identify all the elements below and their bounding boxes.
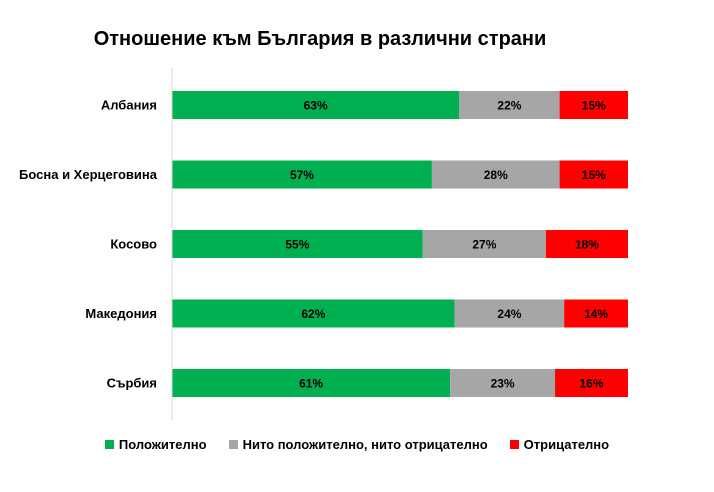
category-label: Босна и Херцеговина — [19, 167, 158, 182]
bar-segment — [454, 299, 565, 328]
category-label: Сърбия — [107, 376, 157, 391]
legend-item: Нито положително, нито отрицателно — [228, 437, 488, 452]
bar-segment — [172, 160, 432, 189]
category-label: Албания — [101, 98, 157, 113]
data-label: 27% — [472, 238, 496, 252]
bar-segment — [431, 160, 560, 189]
data-label: 61% — [299, 377, 323, 391]
bar-segment — [459, 91, 560, 119]
bar-segment — [559, 160, 628, 189]
chart-title: Отношение към България в различни страни — [93, 28, 547, 50]
bar-segment — [172, 91, 460, 119]
category-label: Македония — [85, 306, 157, 321]
data-label: 14% — [584, 307, 608, 321]
legend: Положително Нито положително, нито отрица… — [0, 437, 714, 452]
data-label: 15% — [582, 99, 606, 113]
legend-label: Нито положително, нито отрицателно — [242, 437, 488, 452]
bar-segment — [559, 91, 628, 119]
data-label: 22% — [497, 99, 521, 113]
category-label: Косово — [110, 237, 157, 252]
bar-segment — [172, 299, 455, 328]
data-label: 15% — [582, 168, 606, 182]
legend-label: Отрицателно — [523, 437, 610, 452]
bar-segment — [422, 230, 546, 258]
legend-swatch — [104, 440, 114, 449]
bar-segment — [564, 299, 628, 328]
data-label: 16% — [580, 377, 604, 391]
legend-swatch — [509, 440, 519, 449]
data-label: 18% — [575, 238, 599, 252]
data-label: 63% — [304, 99, 328, 113]
legend-item: Положително — [104, 437, 207, 452]
legend-swatch — [228, 440, 238, 449]
data-label: 24% — [497, 307, 521, 321]
bar-segment — [555, 369, 628, 397]
data-label: 62% — [301, 307, 325, 321]
bar-segment — [450, 369, 556, 397]
bar-segment — [172, 230, 423, 258]
bar-segment — [545, 230, 628, 258]
legend-label: Положително — [118, 437, 207, 452]
data-label: 55% — [285, 238, 309, 252]
bar-segment — [172, 369, 451, 397]
data-label: 28% — [484, 168, 508, 182]
legend-item: Отрицателно — [509, 437, 610, 452]
data-label: 23% — [491, 377, 515, 391]
data-label: 57% — [290, 168, 314, 182]
